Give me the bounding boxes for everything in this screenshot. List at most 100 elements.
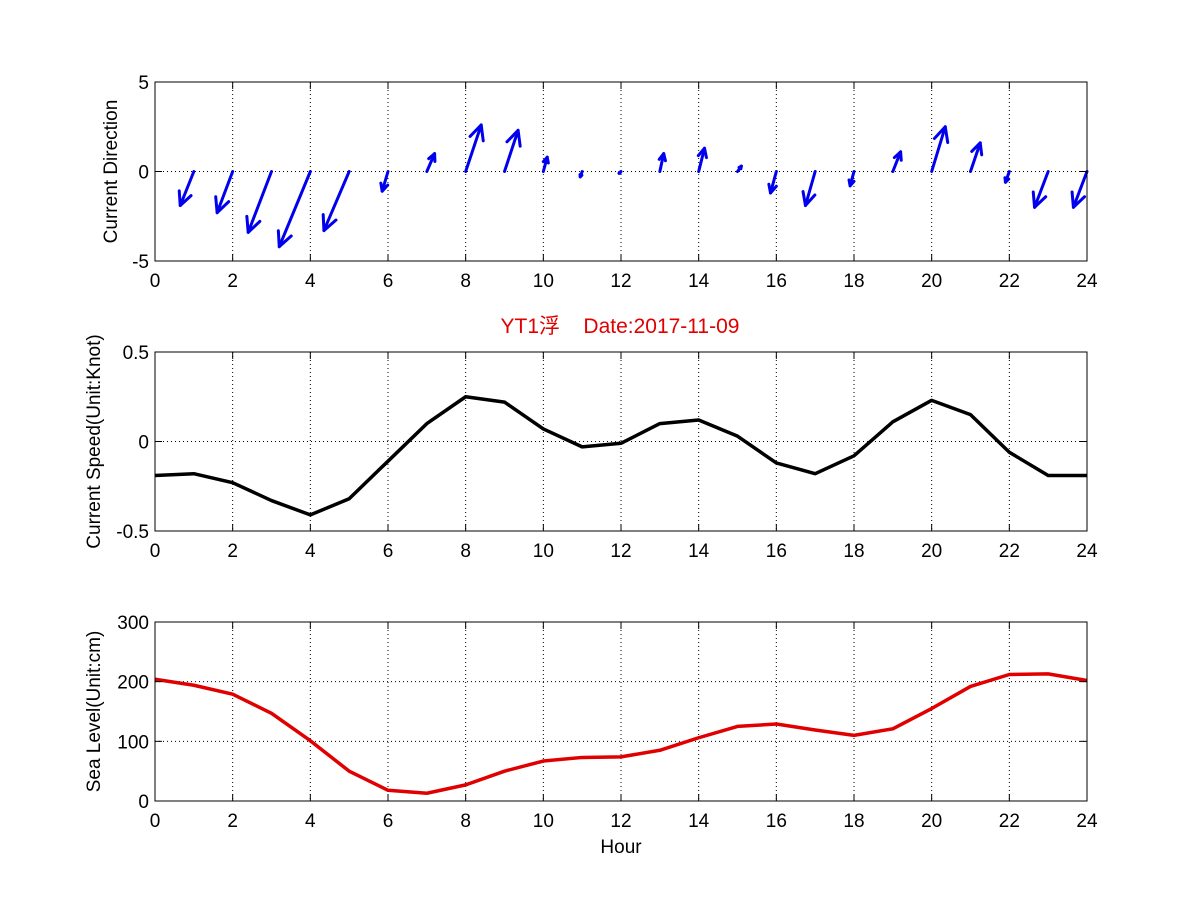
- current-arrow-shaft: [277, 170, 312, 249]
- current-direction-xtick-label: 12: [610, 271, 631, 292]
- current-arrow-head: [468, 123, 485, 143]
- current-speed-xtick-label: 10: [533, 541, 554, 562]
- current-direction-xtick-label: 8: [460, 271, 471, 292]
- current-arrow-head: [427, 152, 437, 163]
- current-arrow-shaft: [930, 125, 947, 173]
- current-speed-xtick-label: 6: [383, 541, 394, 562]
- current-arrow-head: [1070, 190, 1087, 209]
- current-arrow: [696, 146, 708, 173]
- sea-level-ytick-label: 300: [117, 613, 149, 634]
- current-arrow: [1003, 170, 1011, 184]
- current-speed-ytick-label: 0.5: [123, 343, 149, 364]
- current-arrow: [891, 150, 903, 173]
- sea-level-line: [154, 672, 1088, 795]
- current-arrow: [464, 123, 485, 173]
- current-arrow: [847, 170, 856, 188]
- current-direction-ticks: 0 2 4 6 8 10 12 14 16 18 20 22 24-505: [132, 73, 1098, 292]
- current-arrow-head: [801, 190, 817, 208]
- sea-level-xtick-label: 20: [921, 811, 942, 832]
- current-direction-ytick-label: 0: [138, 163, 149, 184]
- current-speed-xtick-label: 18: [843, 541, 864, 562]
- sea-level-xtick-label: 22: [999, 811, 1020, 832]
- sea-level-ytick-label: 100: [117, 732, 149, 753]
- current-arrow-shaft: [503, 128, 520, 173]
- current-direction-xtick-label: 20: [921, 271, 942, 292]
- current-direction-xtick-label: 24: [1076, 271, 1098, 292]
- current-speed-xtick-label: 4: [305, 541, 316, 562]
- current-speed-panel: 0 2 4 6 8 10 12 14 16 18 20 22 24-0.500.5 Current Sp…: [84, 334, 1098, 562]
- sea-level-xtick-label: 18: [843, 811, 864, 832]
- current-arrow: [801, 170, 817, 208]
- current-arrow-shaft: [891, 150, 903, 173]
- sea-level-xtick-label: 0: [150, 811, 161, 832]
- current-direction-xtick-label: 0: [150, 271, 161, 292]
- current-arrow-shaft: [178, 170, 196, 208]
- sea-level-xtick-label: 14: [688, 811, 710, 832]
- sea-level-xtick-label: 2: [227, 811, 238, 832]
- current-arrow-head: [1003, 176, 1011, 184]
- current-arrow: [321, 170, 351, 233]
- sea-level-xtick-label: 24: [1076, 811, 1098, 832]
- current-arrow: [245, 170, 273, 234]
- current-arrow: [578, 170, 584, 179]
- current-arrow-head: [847, 178, 856, 188]
- current-arrow: [214, 170, 235, 215]
- current-speed-ytick-label: -0.5: [116, 522, 149, 543]
- sea-level-ytick-label: 200: [117, 673, 149, 694]
- current-speed-xtick-label: 0: [150, 541, 161, 562]
- current-arrow: [767, 170, 778, 195]
- current-arrow-shaft: [464, 123, 483, 173]
- current-arrow-head: [177, 189, 193, 208]
- current-arrow-shaft: [1033, 170, 1050, 209]
- current-direction-xtick-label: 4: [305, 271, 316, 292]
- current-arrow-head: [321, 213, 338, 233]
- sea-level-xlabel: Hour: [600, 837, 642, 858]
- current-speed-xtick-label: 24: [1076, 541, 1098, 562]
- sea-level-series: [154, 672, 1088, 795]
- current-direction-arrows: [177, 123, 1089, 249]
- current-speed-xtick-label: 14: [688, 541, 710, 562]
- current-arrow-shaft: [697, 146, 706, 173]
- current-arrow-shaft: [769, 170, 778, 195]
- current-arrow-head: [1031, 190, 1048, 209]
- current-speed-ticks: 0 2 4 6 8 10 12 14 16 18 20 22 24-0.500.5: [116, 343, 1098, 562]
- sea-level-ytick-label: 0: [138, 792, 149, 813]
- current-arrow: [379, 170, 390, 193]
- current-arrow-head: [505, 128, 522, 148]
- current-arrow: [617, 170, 623, 175]
- current-arrow: [1070, 170, 1089, 209]
- current-arrow: [177, 170, 196, 208]
- current-direction-ylabel: Current Direction: [101, 100, 122, 244]
- current-arrow: [930, 125, 950, 173]
- current-arrow-head: [214, 195, 231, 215]
- current-arrow-head: [617, 170, 622, 175]
- current-direction-xtick-label: 2: [227, 271, 238, 292]
- sea-level-xtick-label: 16: [766, 811, 787, 832]
- current-arrow-head: [696, 146, 708, 160]
- current-arrow-head: [892, 150, 903, 162]
- current-arrow: [425, 152, 437, 173]
- current-speed-xtick-label: 20: [921, 541, 942, 562]
- current-speed-xtick-label: 8: [460, 541, 471, 562]
- sea-level-xtick-label: 6: [383, 811, 394, 832]
- current-arrow-head: [767, 182, 778, 195]
- current-direction-panel: 0 2 4 6 8 10 12 14 16 18 20 22 24-505 Current Direct…: [101, 73, 1098, 292]
- current-arrow: [541, 155, 550, 173]
- current-arrow: [1031, 170, 1050, 209]
- current-direction-xtick-label: 10: [533, 271, 554, 292]
- current-speed-xtick-label: 2: [227, 541, 238, 562]
- current-speed-xtick-label: 16: [766, 541, 787, 562]
- current-arrow: [657, 152, 667, 173]
- current-arrow: [276, 170, 312, 249]
- current-arrow-head: [541, 155, 550, 165]
- sea-level-xtick-label: 4: [305, 811, 316, 832]
- current-direction-xtick-label: 6: [383, 271, 394, 292]
- current-arrow: [969, 141, 984, 173]
- current-arrow-head: [970, 141, 984, 157]
- current-arrow-head: [932, 125, 950, 145]
- figure-title: YT1浮 Date:2017-11-09: [501, 315, 740, 338]
- current-arrow-head: [276, 229, 293, 249]
